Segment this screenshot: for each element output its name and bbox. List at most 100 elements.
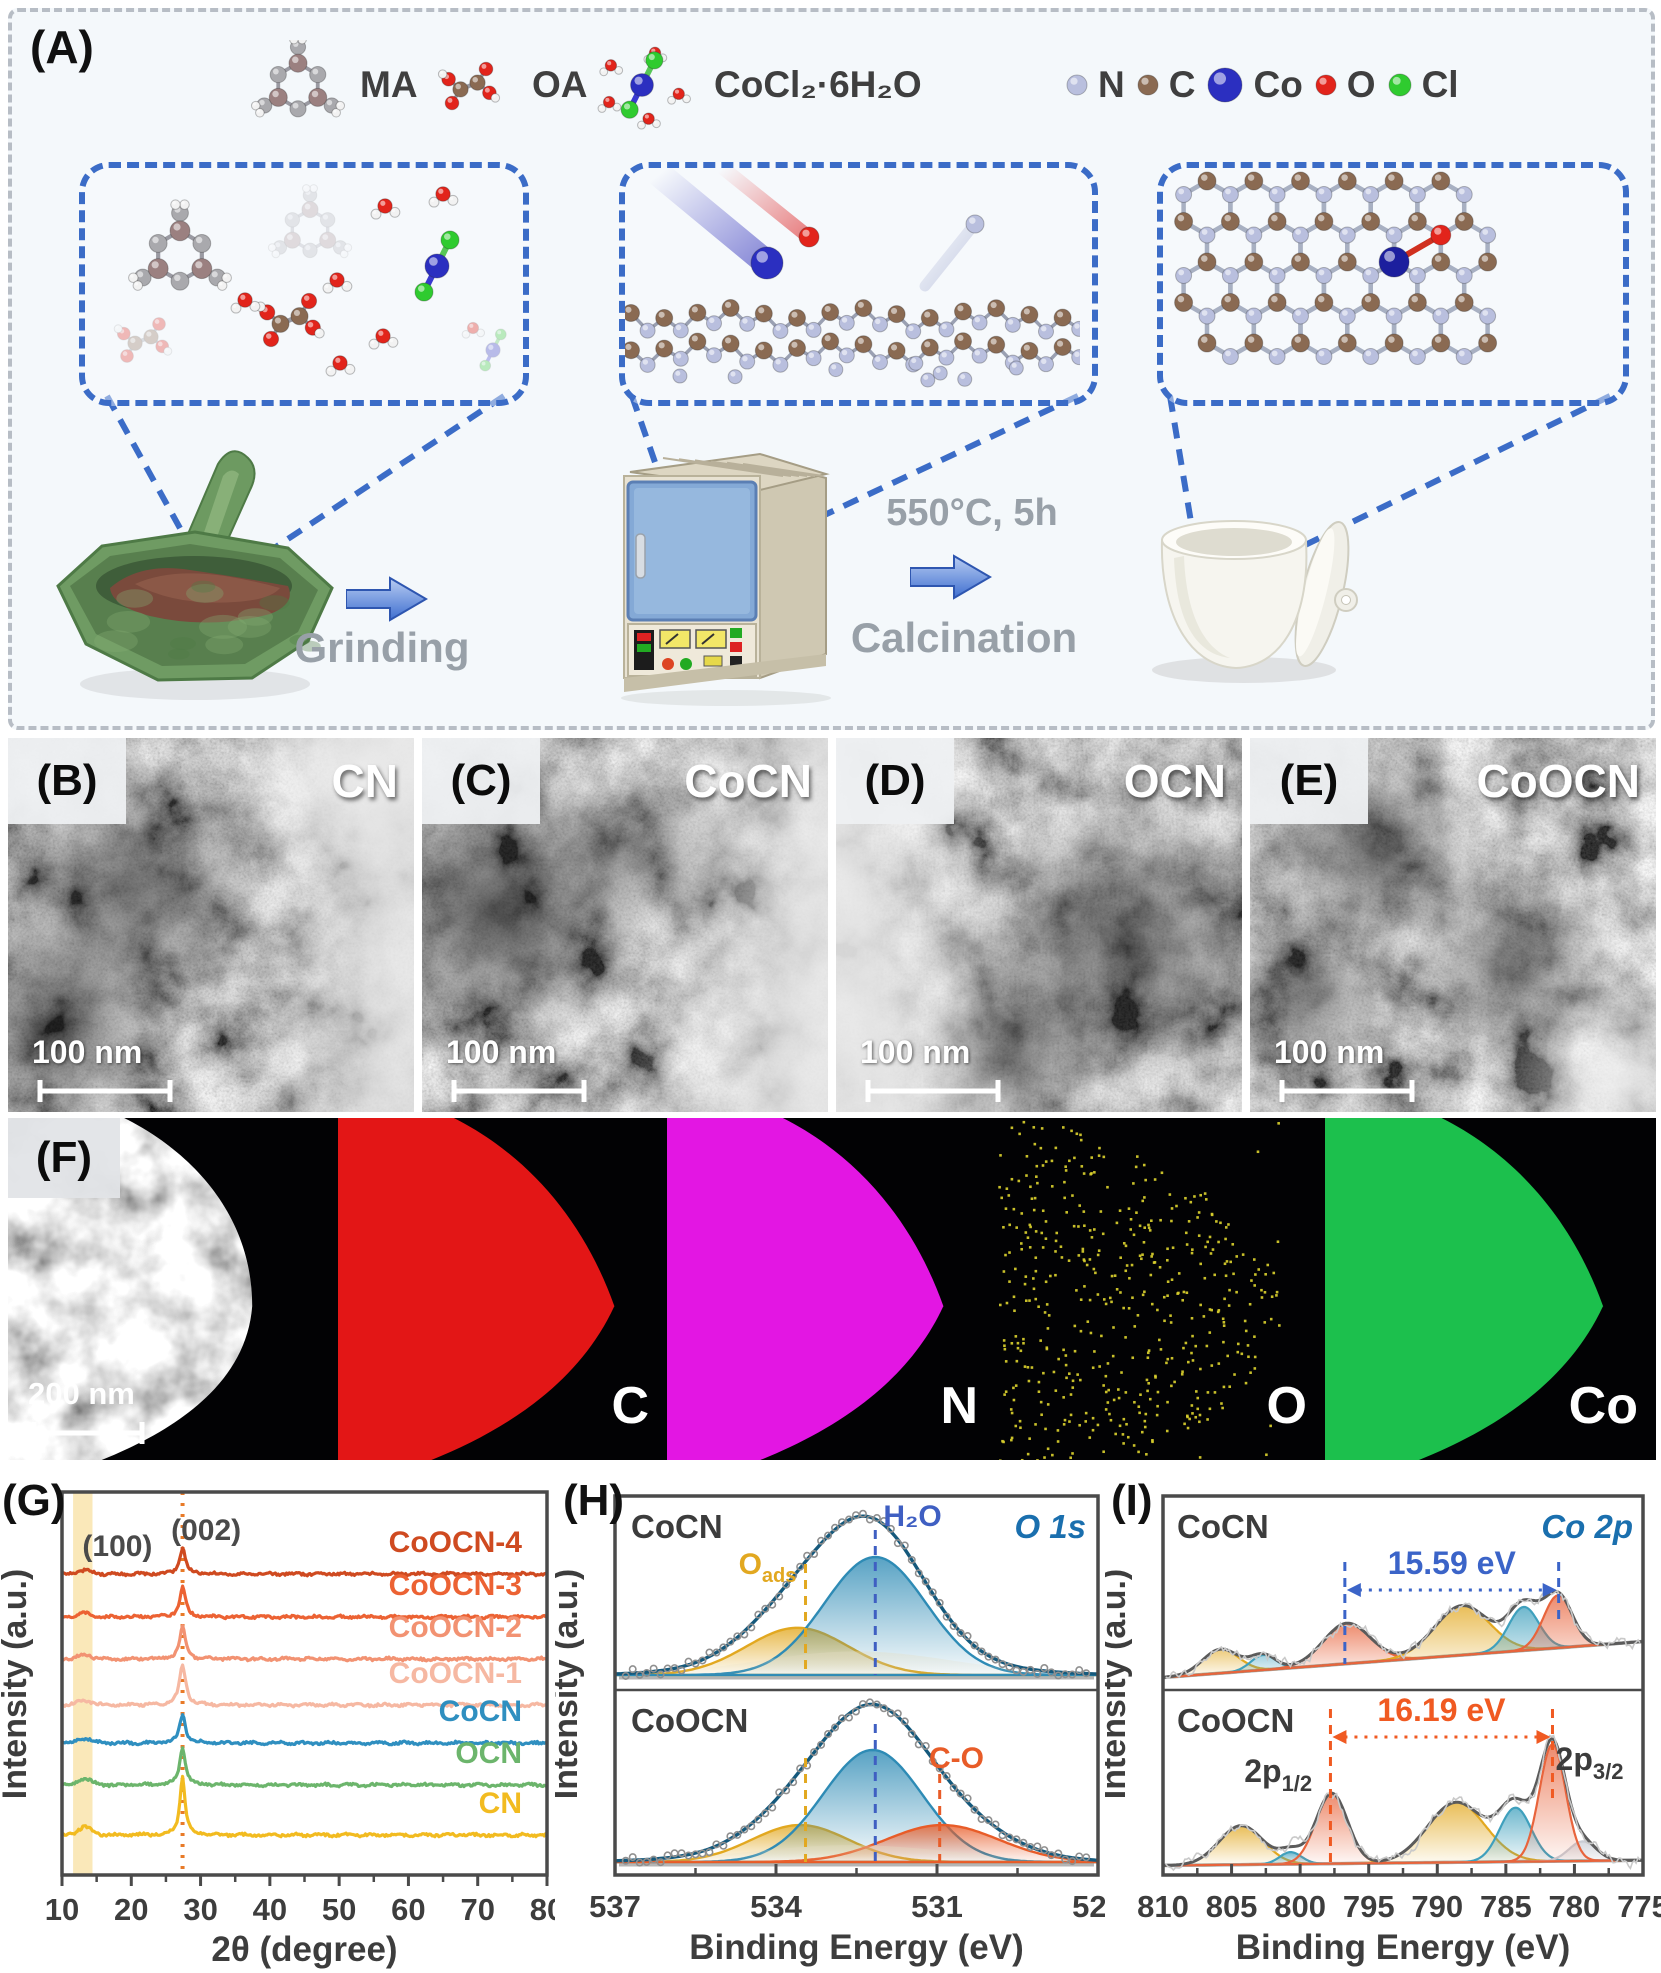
eds-map-stem: (F) 200 nm: [8, 1118, 338, 1460]
scalebar-text: 100 nm: [860, 1034, 971, 1070]
xps-o1s-chart: CoCN Oads H₂O O 1s CoOCN C-O 537 534 531 528 Bindi…: [547, 1470, 1124, 1973]
scalebar-icon: [1279, 1080, 1415, 1102]
xps-co2p-chart: 15.59 eV CoCN Co 2p 16.19 eV CoOCN 2p1/2 2p3/2…: [1095, 1470, 1661, 1973]
svg-text:Intensity (a.u.): Intensity (a.u.): [555, 1569, 585, 1799]
svg-text:50: 50: [322, 1892, 356, 1927]
svg-text:CoOCN-1: CoOCN-1: [389, 1657, 522, 1690]
svg-text:537: 537: [589, 1889, 641, 1924]
legend-oa-label: OA: [532, 64, 588, 105]
xps-o1s-plot: CoCN Oads H₂O O 1s CoOCN C-O 537 534 531 528 Bindi…: [547, 1494, 1124, 1967]
xrd-plot: CoOCN-4 CoOCN-3 CoOCN-2 CoOCN-1 CoCN OCN CN (10…: [0, 1490, 564, 1969]
svg-text:CN: CN: [479, 1787, 522, 1820]
element-label-co: Co: [1568, 1377, 1638, 1435]
panel-a-label: (A): [30, 21, 94, 73]
svg-text:20: 20: [114, 1892, 148, 1927]
svg-text:(002): (002): [171, 1514, 241, 1547]
xrd-chart: CoOCN-4 CoOCN-3 CoOCN-2 CoOCN-1 CoCN OCN CN (10…: [0, 1470, 564, 1973]
inset-co-site-lattice: [1157, 162, 1629, 406]
sample-name: CN: [331, 755, 398, 807]
element-label-c: C: [611, 1377, 649, 1435]
atom-legend-n: N: [1064, 64, 1125, 106]
eds-map-c: C: [338, 1118, 667, 1460]
svg-text:10: 10: [45, 1892, 79, 1927]
cocl2-molecule-icon: [597, 46, 691, 130]
scalebar-icon: [865, 1080, 1001, 1102]
scalebar-text: 100 nm: [446, 1034, 557, 1070]
tem-image-row: (B) CN 100 nm (C) CoCN 100 nm (D) OCN 100 nm (E) C…: [8, 738, 1656, 1112]
svg-text:CoCN: CoCN: [1177, 1508, 1269, 1545]
svg-text:Intensity (a.u.): Intensity (a.u.): [1105, 1569, 1133, 1799]
eds-map-n: N: [667, 1118, 996, 1460]
svg-text:Binding Energy (eV): Binding Energy (eV): [1236, 1928, 1570, 1967]
svg-text:805: 805: [1206, 1889, 1258, 1924]
panel-label-box: (C): [422, 738, 540, 824]
svg-text:795: 795: [1343, 1889, 1395, 1924]
legend-cocl2: CoCl₂·6H₂O: [584, 40, 922, 130]
svg-text:775: 775: [1617, 1889, 1661, 1924]
svg-text:Oads: Oads: [739, 1548, 797, 1587]
co-atom-icon: [1207, 67, 1243, 103]
chart-row: CoOCN-4 CoOCN-3 CoOCN-2 CoOCN-1 CoCN OCN CN (10…: [0, 1470, 1661, 1973]
svg-text:Binding Energy (eV): Binding Energy (eV): [689, 1928, 1023, 1967]
oa-molecule-icon: [437, 61, 501, 111]
svg-text:O 1s: O 1s: [1014, 1508, 1086, 1545]
svg-text:CoOCN-2: CoOCN-2: [389, 1611, 522, 1644]
panel-a-scheme: (A) MA OA CoCl₂·6H₂O N C Co O Cl Grinding 55…: [8, 8, 1655, 730]
tem-image-coocn: (E) CoOCN 100 nm: [1250, 738, 1656, 1112]
svg-text:790: 790: [1411, 1889, 1463, 1924]
tem-image-cn: (B) CN 100 nm: [8, 738, 414, 1112]
svg-text:C-O: C-O: [929, 1742, 984, 1775]
map-scalebar-text: 200 nm: [28, 1376, 135, 1411]
atom-legend-cl: Cl: [1386, 64, 1459, 106]
svg-text:CoOCN-4: CoOCN-4: [389, 1526, 523, 1559]
n-atom-icon: [1066, 74, 1088, 96]
svg-text:15.59 eV: 15.59 eV: [1388, 1545, 1517, 1581]
eds-map-row: (F) 200 nm C N O Co: [8, 1118, 1656, 1460]
panel-h-label: (H): [563, 1476, 625, 1525]
svg-text:780: 780: [1549, 1889, 1601, 1924]
eds-map-o: O: [996, 1118, 1325, 1460]
svg-text:80: 80: [530, 1892, 555, 1927]
scalebar-text: 100 nm: [32, 1034, 143, 1070]
legend-ma: MA: [250, 40, 418, 130]
svg-text:Intensity (a.u.): Intensity (a.u.): [0, 1569, 34, 1799]
svg-text:30: 30: [183, 1892, 217, 1927]
cl-atom-icon: [1388, 73, 1412, 97]
inset-precursor-mixture: [79, 162, 529, 406]
scheme-canvas: [56, 393, 1612, 706]
panel-label-box: (B): [8, 738, 126, 824]
svg-text:16.19 eV: 16.19 eV: [1377, 1692, 1506, 1728]
calcination-condition: 550°C, 5h: [886, 492, 1058, 534]
svg-text:CoOCN: CoOCN: [631, 1702, 748, 1739]
sample-name: CoOCN: [1476, 755, 1640, 807]
svg-text:60: 60: [391, 1892, 425, 1927]
svg-text:800: 800: [1274, 1889, 1326, 1924]
svg-text:CoOCN: CoOCN: [1177, 1702, 1294, 1739]
svg-text:Co 2p: Co 2p: [1541, 1508, 1633, 1545]
svg-text:OCN: OCN: [455, 1737, 522, 1770]
svg-text:810: 810: [1137, 1889, 1189, 1924]
panel-g-label: (G): [2, 1476, 66, 1525]
svg-text:CoCN: CoCN: [439, 1695, 522, 1728]
ma-molecule-icon: [250, 40, 346, 118]
svg-text:40: 40: [253, 1892, 287, 1927]
eds-map-co: Co: [1325, 1118, 1656, 1460]
precursor-molecules-art: [113, 184, 507, 377]
legend-cocl2-label: CoCl₂·6H₂O: [714, 64, 922, 105]
inset-atom-deposition: [619, 162, 1098, 406]
svg-text:CoCN: CoCN: [631, 1508, 723, 1545]
legend-oa: OA: [417, 40, 588, 130]
svg-text:531: 531: [911, 1889, 963, 1924]
atom-legend: N C Co O Cl: [1064, 40, 1459, 130]
svg-text:70: 70: [460, 1892, 494, 1927]
map-scalebar-icon: [31, 1422, 145, 1444]
grinding-arrow-icon: [346, 576, 428, 622]
panel-i-label: (I): [1111, 1476, 1153, 1525]
scalebar-icon: [451, 1080, 587, 1102]
svg-text:2θ (degree): 2θ (degree): [211, 1930, 397, 1969]
step-grinding-label: Grinding: [294, 624, 470, 671]
sample-name: CoCN: [684, 755, 812, 807]
svg-text:(100): (100): [82, 1530, 152, 1563]
scalebar-text: 100 nm: [1274, 1034, 1385, 1070]
